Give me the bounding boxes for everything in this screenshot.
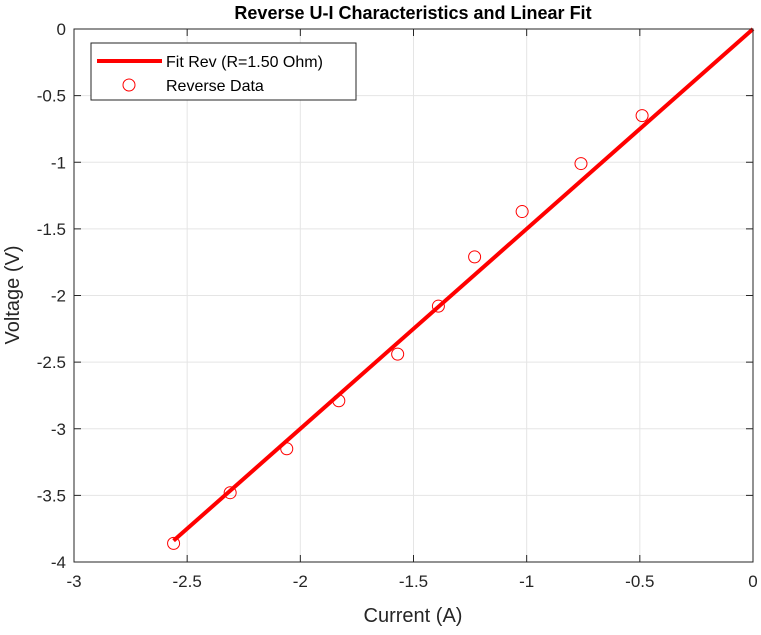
data-point-marker xyxy=(167,536,181,550)
y-tick-label: -2.5 xyxy=(37,353,66,372)
y-tick-label: -1.5 xyxy=(37,220,66,239)
y-tick-label: -3.5 xyxy=(37,486,66,505)
x-tick-label: -2 xyxy=(293,572,308,591)
y-tick-label: -1 xyxy=(51,153,66,172)
y-tick-label: -0.5 xyxy=(37,87,66,106)
data-point-marker xyxy=(223,486,237,500)
x-tick-label: -1 xyxy=(519,572,534,591)
x-tick-labels: -3 -2.5 -2 -1.5 -1 -0.5 0 xyxy=(66,572,757,591)
chart-title: Reverse U-I Characteristics and Linear F… xyxy=(234,3,591,23)
y-tick-label: -3 xyxy=(51,420,66,439)
x-axis-label: Current (A) xyxy=(364,605,463,627)
y-tick-label: -4 xyxy=(51,553,66,572)
x-tick-label: -2.5 xyxy=(173,572,202,591)
x-tick-label: -3 xyxy=(66,572,81,591)
data-point-marker xyxy=(574,157,588,171)
data-point-marker xyxy=(468,250,482,264)
data-point-marker xyxy=(391,347,405,361)
data-point-marker xyxy=(431,299,445,313)
tick-layer xyxy=(73,28,754,563)
legend-data-marker-swatch xyxy=(122,78,136,92)
legend-fit-label: Fit Rev (R=1.50 Ohm) xyxy=(166,54,323,71)
y-tick-label: -2 xyxy=(51,287,66,306)
data-marker-layer xyxy=(167,109,649,550)
data-point-marker xyxy=(635,109,649,123)
y-tick-label: 0 xyxy=(57,20,66,39)
legend: Fit Rev (R=1.50 Ohm) Reverse Data xyxy=(90,42,357,101)
data-point-marker xyxy=(515,205,529,219)
x-tick-label: -0.5 xyxy=(625,572,654,591)
legend-data-label: Reverse Data xyxy=(166,78,264,95)
data-point-marker xyxy=(280,442,294,456)
x-tick-label: 0 xyxy=(748,572,757,591)
legend-box xyxy=(90,42,357,101)
x-tick-label: -1.5 xyxy=(399,572,428,591)
data-point-marker xyxy=(332,394,346,408)
y-tick-labels: 0 -0.5 -1 -1.5 -2 -2.5 -3 -3.5 -4 xyxy=(37,20,66,572)
y-axis-label: Voltage (V) xyxy=(2,246,24,345)
fit-line-layer xyxy=(172,27,755,543)
fit-line xyxy=(172,27,755,543)
